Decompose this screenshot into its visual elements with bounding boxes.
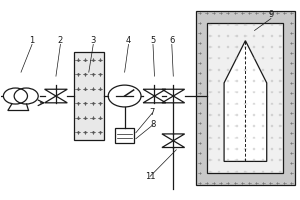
Text: 1: 1 bbox=[29, 36, 35, 45]
Bar bbox=[115, 128, 134, 143]
Text: 6: 6 bbox=[169, 36, 175, 45]
Text: 2: 2 bbox=[58, 36, 63, 45]
Polygon shape bbox=[224, 41, 267, 161]
Text: 5: 5 bbox=[150, 36, 156, 45]
Text: 4: 4 bbox=[126, 36, 131, 45]
Text: 7: 7 bbox=[150, 108, 155, 117]
Text: 11: 11 bbox=[145, 172, 155, 181]
Bar bbox=[74, 52, 104, 140]
Text: 8: 8 bbox=[150, 120, 156, 129]
Text: 3: 3 bbox=[91, 36, 96, 45]
Text: 9: 9 bbox=[268, 10, 274, 19]
Bar bbox=[196, 11, 295, 185]
Bar bbox=[207, 23, 284, 173]
